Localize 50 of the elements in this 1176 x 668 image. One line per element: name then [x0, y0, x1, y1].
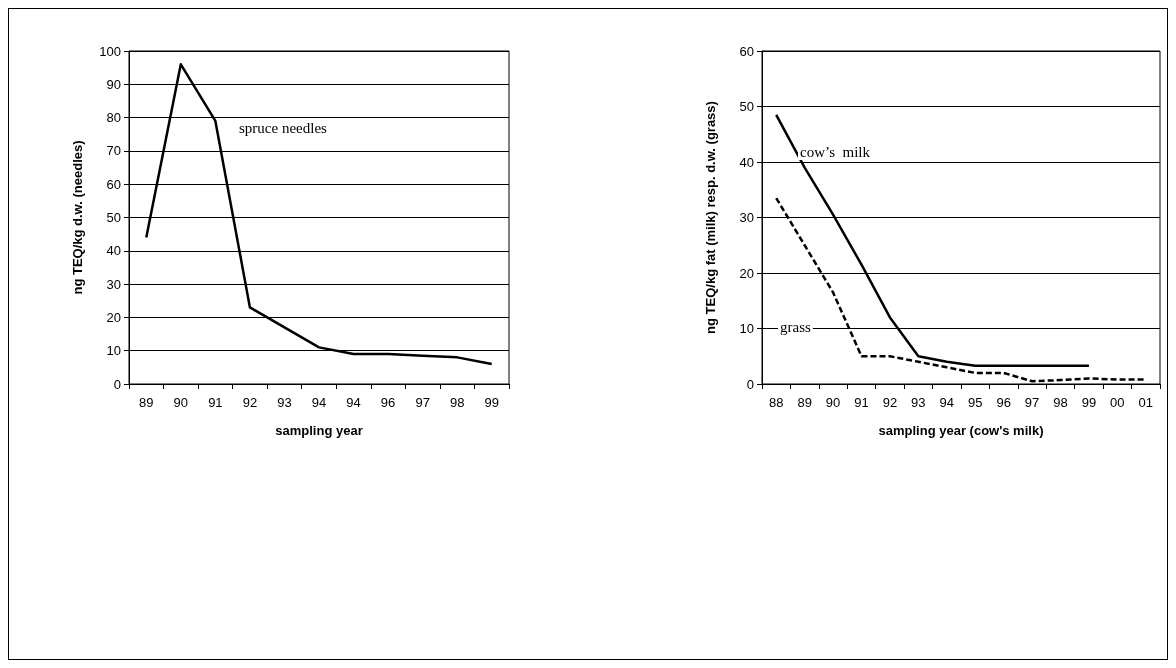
x-tick-label: 92: [242, 395, 258, 410]
x-tick-label: 99: [484, 395, 499, 410]
y-tick-label: 30: [739, 210, 754, 225]
x-axis-title: sampling year (cow's milk): [878, 423, 1044, 438]
x-tick-label: 89: [797, 395, 812, 410]
x-tick-label: 91: [854, 395, 869, 410]
x-tick-label: 90: [825, 395, 841, 410]
x-tick-label: 97: [1024, 395, 1040, 410]
y-tick-label: 40: [739, 154, 754, 170]
x-tick-label: 90: [173, 395, 189, 410]
x-tick-label: 00: [1110, 395, 1125, 410]
y-tick-label: 40: [106, 243, 121, 259]
x-tick-label: 88: [768, 395, 784, 410]
x-tick-label: 95: [967, 395, 983, 410]
y-tick-label: 0: [113, 376, 121, 392]
y-tick-label: 30: [106, 276, 121, 292]
x-tick-label: 94: [939, 395, 955, 410]
y-tick-label: 10: [106, 343, 121, 359]
x-tick-label: 92: [882, 395, 898, 410]
y-tick-label: 50: [106, 210, 121, 225]
y-axis-title: ng TEQ/kg fat (milk) resp. d.w. (grass): [703, 101, 718, 334]
x-tick-label: 98: [1053, 395, 1068, 410]
y-tick-label: 100: [99, 43, 121, 59]
y-axis-title: ng TEQ/kg d.w. (needles): [70, 140, 85, 295]
annotation: cow’s milk: [800, 143, 871, 160]
x-tick-label: 94: [311, 395, 327, 410]
x-tick-label: 94: [346, 395, 361, 410]
y-tick-label: 90: [106, 76, 121, 92]
x-tick-label: 89: [139, 395, 154, 410]
y-tick-label: 20: [106, 309, 121, 325]
x-axis-title: sampling year: [275, 423, 363, 438]
y-tick-label: 0: [746, 376, 754, 392]
y-tick-label: 80: [106, 110, 121, 126]
y-tick-label: 10: [739, 321, 754, 336]
y-tick-label: 60: [106, 176, 121, 192]
annotation: grass: [780, 318, 811, 335]
x-tick-label: 99: [1081, 395, 1097, 410]
x-tick-label: 96: [996, 395, 1011, 410]
y-tick-label: 60: [739, 43, 754, 59]
y-tick-label: 50: [739, 99, 754, 114]
x-tick-label: 96: [380, 395, 396, 410]
x-tick-label: 01: [1138, 395, 1154, 410]
x-tick-label: 91: [208, 395, 223, 410]
y-tick-label: 70: [106, 143, 121, 159]
x-tick-label: 93: [911, 395, 926, 410]
x-tick-label: 98: [449, 395, 465, 410]
x-tick-label: 97: [415, 395, 430, 410]
x-tick-label: 93: [277, 395, 292, 410]
annotation: spruce needles: [239, 119, 328, 136]
y-tick-label: 20: [739, 265, 754, 281]
